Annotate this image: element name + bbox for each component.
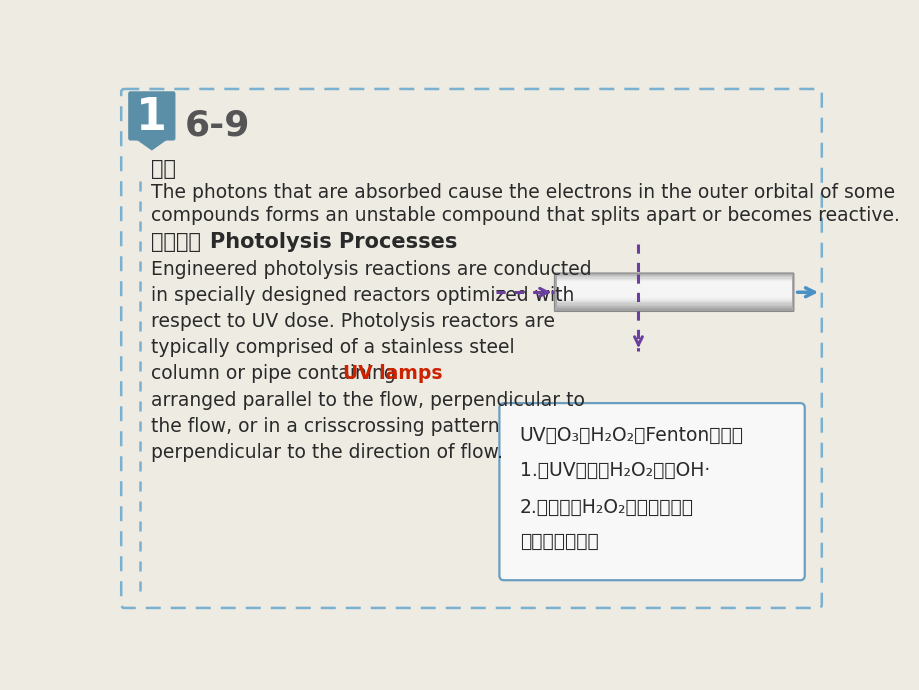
Bar [556,304,790,305]
Text: respect to UV dose. Photolysis reactors are: respect to UV dose. Photolysis reactors … [151,312,554,331]
Bar [556,280,790,282]
Text: 光解工艺: 光解工艺 [151,233,200,252]
Text: 原理: 原理 [151,159,176,179]
Bar [556,298,790,300]
Text: 6-9: 6-9 [185,108,250,142]
Polygon shape [134,138,169,150]
Bar [556,301,790,302]
Bar [556,299,790,302]
Bar [556,287,790,289]
Bar [556,276,790,278]
Bar [556,284,790,285]
Bar [556,286,790,288]
Bar [556,297,790,299]
Text: typically comprised of a stainless steel: typically comprised of a stainless steel [151,338,514,357]
Text: compounds forms an unstable compound that splits apart or becomes reactive.: compounds forms an unstable compound tha… [151,206,899,225]
Bar [556,293,790,295]
Bar [556,279,790,280]
FancyBboxPatch shape [121,89,821,608]
Bar [556,281,790,283]
Bar [556,310,790,311]
Bar [556,275,790,277]
Bar [556,277,790,279]
Bar [556,306,790,308]
Text: 机物的分解: 机物的分解 [519,532,597,551]
FancyBboxPatch shape [554,273,793,311]
Text: 2.　但加入H₂O₂会抑制某些有: 2. 但加入H₂O₂会抑制某些有 [519,498,693,518]
Bar [556,282,790,284]
Bar [556,288,790,290]
Text: The photons that are absorbed cause the electrons in the outer orbital of some: The photons that are absorbed cause the … [151,184,894,202]
Bar [556,290,790,291]
Text: UV与O₃、H₂O₂、Fenton联用。: UV与O₃、H₂O₂、Fenton联用。 [519,426,743,445]
Bar [556,293,790,294]
Text: UV lamps: UV lamps [343,364,442,384]
Bar [556,302,790,304]
Text: 1.　UV会促进H₂O₂产生OH·: 1. UV会促进H₂O₂产生OH· [519,462,709,480]
Text: 1: 1 [136,96,167,139]
Text: Engineered photolysis reactions are conducted: Engineered photolysis reactions are cond… [151,259,591,279]
Text: in specially designed reactors optimized with: in specially designed reactors optimized… [151,286,573,305]
FancyBboxPatch shape [128,91,176,141]
Bar [556,295,790,296]
Text: perpendicular to the direction of flow.: perpendicular to the direction of flow. [151,443,502,462]
Bar [556,308,790,310]
Bar [556,304,790,306]
Bar [556,307,790,308]
Bar [556,296,790,297]
Bar [556,285,790,286]
Text: the flow, or in a crisscrossing pattern: the flow, or in a crisscrossing pattern [151,417,499,435]
FancyBboxPatch shape [499,403,804,580]
Text: Photolysis Processes: Photolysis Processes [210,233,457,252]
Bar [556,274,790,275]
Text: column or pipe containing: column or pipe containing [151,364,401,384]
Bar [556,291,790,293]
Text: arranged parallel to the flow, perpendicular to: arranged parallel to the flow, perpendic… [151,391,584,410]
